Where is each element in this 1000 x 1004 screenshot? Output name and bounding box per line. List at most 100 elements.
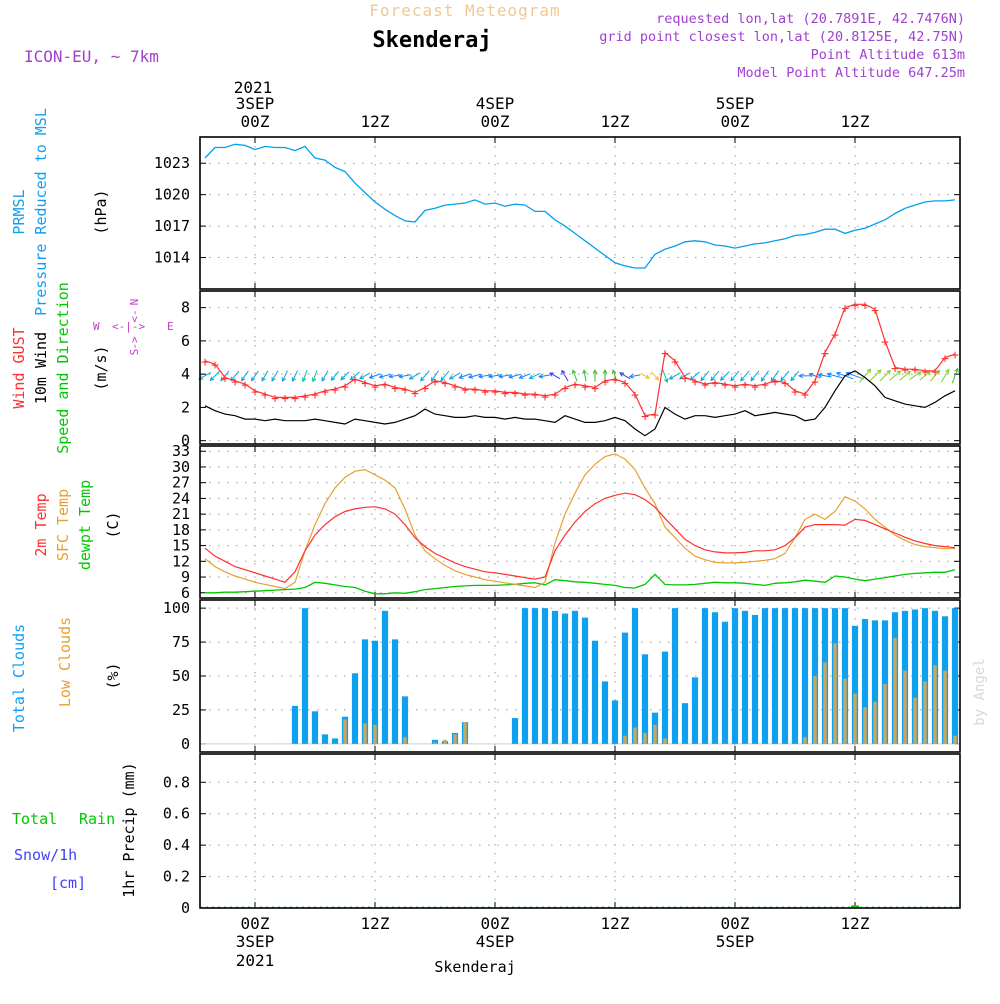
total-cloud-bar (791, 608, 799, 744)
bottom-year-label: 2021 (236, 951, 275, 970)
y-tick-label: 9 (181, 568, 190, 586)
low-cloud-bar (903, 670, 907, 744)
wind-direction-arrow (271, 370, 279, 382)
wind-arrow-head (378, 374, 384, 379)
gust-marker: + (561, 381, 569, 396)
total-cloud-bar (751, 614, 759, 744)
wind-arrow-head (281, 377, 287, 383)
wind-direction-arrow (827, 373, 843, 379)
gust-marker: + (771, 375, 779, 390)
top-day-label: 5SEP (716, 94, 755, 113)
wind-arrow-head (602, 368, 608, 374)
wind-direction-arrow (261, 370, 269, 382)
wind-arrow-head (798, 373, 803, 379)
total-cloud-bar (721, 621, 729, 744)
y-tick-label: 8 (181, 299, 190, 317)
bottom-time-label: 00Z (241, 914, 270, 933)
wind-arrow-head (311, 377, 317, 383)
wind-direction-arrow (780, 370, 790, 381)
wind-direction-arrow (389, 374, 401, 378)
rain-label: Rain (79, 810, 115, 828)
gust-marker: + (291, 391, 299, 406)
gust-marker: + (901, 363, 909, 378)
wind-arrow-head (750, 376, 755, 382)
gust-marker: + (661, 347, 669, 362)
y-tick-label: 0 (181, 735, 190, 753)
total-cloud-bar (311, 711, 319, 744)
total-cloud-bar (371, 640, 379, 744)
total-cloud-bar (531, 608, 539, 744)
wind-direction-arrow (549, 372, 561, 380)
wind-direction-arrow (640, 372, 650, 379)
wind-direction-arrow (230, 370, 240, 381)
compass-east: E (167, 320, 174, 333)
wind-direction-arrow (529, 372, 541, 379)
wind-arrow-head (730, 376, 735, 382)
total-label: Total (12, 810, 57, 828)
panel-frame (199, 445, 961, 599)
gust-marker: + (951, 348, 959, 363)
wind-direction-arrow (430, 370, 440, 382)
wind-arrow-head (935, 369, 941, 375)
gust-marker: + (511, 386, 519, 401)
wind-arrow-head (770, 377, 776, 382)
wind-direction-arrow (210, 370, 220, 381)
wind-direction-arrow (468, 373, 482, 378)
wind-arrow-head (790, 376, 795, 382)
wind-direction-arrow (730, 370, 740, 381)
wind-direction-arrow (340, 371, 350, 381)
bottom-time-label: 00Z (481, 914, 510, 933)
wind-direction-arrow (951, 368, 959, 384)
gust-marker: + (301, 390, 309, 405)
total-cloud-bar (541, 608, 549, 744)
cloud-side-labels: Total Clouds Low Clouds (%) (10, 617, 122, 732)
wind-arrow-head (538, 373, 544, 379)
low-cloud-bar (943, 670, 947, 744)
wind-arrow-head (241, 376, 246, 382)
wind-direction-arrow (459, 373, 471, 379)
location-title: Skenderaj (372, 28, 491, 53)
y-tick-label: 18 (172, 521, 190, 539)
wind-arrow-head (719, 376, 725, 381)
gust-marker: + (681, 371, 689, 386)
total-cloud-bar (771, 608, 779, 744)
wind-arrow-head (251, 376, 256, 382)
gust-marker: + (611, 373, 619, 388)
gust-marker: + (801, 388, 809, 403)
y-tick-label: 30 (172, 458, 190, 476)
gust-marker: + (361, 376, 369, 391)
total-cloud-bar (301, 608, 309, 744)
panel-frame (199, 136, 961, 290)
wind-direction-arrow (509, 373, 521, 378)
wind-direction-arrow (710, 370, 720, 381)
low-cloud-bar (463, 722, 467, 744)
wind-arrow-head (271, 376, 276, 382)
gust-marker: + (691, 375, 699, 390)
low-cloud-bar (913, 697, 917, 744)
gust-marker: + (431, 375, 439, 390)
wind-arrow-head (945, 368, 950, 374)
gust-marker: + (761, 378, 769, 393)
total-cloud-bar (641, 654, 649, 744)
dewpt-line (205, 569, 956, 595)
model-altitude: Model Point Altitude 647.25m (737, 65, 965, 81)
prmsl-label: PRMSL (10, 189, 28, 234)
y-tick-label: 0 (181, 432, 190, 450)
total-cloud-bar (521, 608, 529, 744)
total-cloud-bar (321, 734, 329, 744)
wind-direction-arrow (669, 372, 681, 380)
gust-marker: + (921, 365, 929, 380)
low-cloud-bar (863, 707, 867, 744)
gust-marker: + (871, 303, 879, 318)
gust-marker: + (341, 380, 349, 395)
top-time-label: 00Z (241, 112, 270, 131)
wind-direction-arrow (198, 371, 212, 380)
wind-direction-arrow (760, 370, 770, 382)
rain-bar (851, 905, 859, 908)
gust-marker: + (931, 365, 939, 380)
low-cloud-bar (653, 724, 657, 744)
